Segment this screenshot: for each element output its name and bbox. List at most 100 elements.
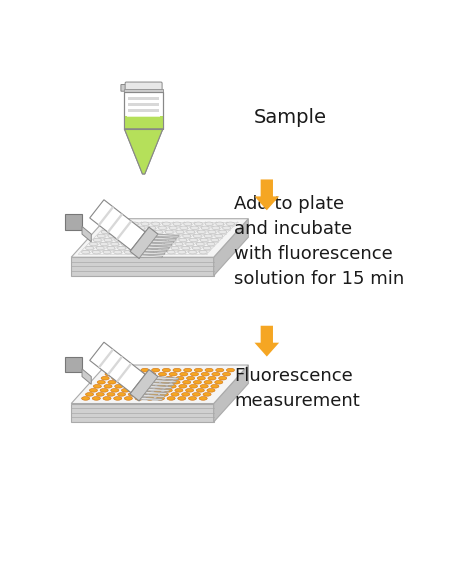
Ellipse shape [205,368,213,372]
Ellipse shape [93,384,101,388]
Ellipse shape [140,234,148,238]
Ellipse shape [161,380,169,384]
Ellipse shape [158,238,166,242]
Ellipse shape [86,246,94,250]
Ellipse shape [135,250,143,254]
Ellipse shape [86,393,94,396]
Ellipse shape [178,250,186,254]
Ellipse shape [158,384,166,388]
Ellipse shape [128,246,136,250]
Ellipse shape [184,368,192,372]
Ellipse shape [194,222,202,225]
Polygon shape [90,342,145,393]
Ellipse shape [126,372,135,376]
Ellipse shape [189,250,197,254]
Ellipse shape [201,226,209,230]
Bar [124,89,163,92]
Ellipse shape [185,242,193,246]
Ellipse shape [175,242,183,246]
Ellipse shape [190,372,198,376]
Ellipse shape [182,393,190,396]
Ellipse shape [161,234,169,238]
Polygon shape [152,383,174,385]
Ellipse shape [169,372,177,376]
Ellipse shape [189,384,198,388]
Ellipse shape [101,230,109,234]
Polygon shape [90,200,145,250]
Ellipse shape [147,384,155,388]
Bar [128,97,159,100]
Polygon shape [71,219,248,257]
Ellipse shape [160,393,168,396]
Ellipse shape [153,389,162,392]
Ellipse shape [152,368,160,372]
Ellipse shape [103,250,111,254]
Ellipse shape [90,242,98,246]
Ellipse shape [203,393,211,396]
Ellipse shape [149,393,158,396]
Ellipse shape [112,230,120,234]
Ellipse shape [156,250,165,254]
Ellipse shape [215,234,223,238]
Ellipse shape [164,389,172,392]
Polygon shape [140,397,163,400]
Ellipse shape [185,389,193,392]
Ellipse shape [129,234,137,238]
Ellipse shape [222,372,230,376]
Ellipse shape [151,234,159,238]
Ellipse shape [173,222,181,225]
Bar [65,357,82,372]
Bar [128,103,159,106]
Ellipse shape [141,222,149,225]
Ellipse shape [130,368,138,372]
Ellipse shape [116,372,124,376]
Ellipse shape [152,222,160,225]
Ellipse shape [128,393,136,396]
Ellipse shape [171,246,179,250]
Ellipse shape [109,368,117,372]
Ellipse shape [156,397,165,400]
Ellipse shape [115,384,123,388]
Polygon shape [130,227,158,259]
Ellipse shape [211,238,219,242]
Polygon shape [214,365,248,422]
Polygon shape [255,326,279,357]
Polygon shape [116,363,132,383]
Ellipse shape [153,242,162,246]
Ellipse shape [139,246,147,250]
Ellipse shape [122,376,130,380]
Ellipse shape [100,389,108,392]
Ellipse shape [173,368,181,372]
Ellipse shape [175,389,183,392]
Ellipse shape [122,242,130,246]
Ellipse shape [189,238,198,242]
Ellipse shape [111,389,119,392]
Polygon shape [142,252,165,255]
Polygon shape [130,370,158,401]
Ellipse shape [222,226,230,230]
Ellipse shape [180,372,188,376]
Ellipse shape [148,226,156,230]
Ellipse shape [194,380,202,384]
Ellipse shape [126,238,134,242]
Polygon shape [154,237,176,240]
Ellipse shape [216,222,224,225]
Ellipse shape [137,226,145,230]
Polygon shape [147,389,170,392]
Ellipse shape [144,230,152,234]
Ellipse shape [172,380,180,384]
Ellipse shape [126,384,134,388]
Text: Fluorescence
measurement: Fluorescence measurement [234,367,360,410]
Ellipse shape [107,393,115,396]
Ellipse shape [105,226,113,230]
Polygon shape [149,385,172,388]
Ellipse shape [192,393,200,396]
Bar [124,92,163,129]
Text: Add to plate
and incubate
with fluorescence
solution for 15 min: Add to plate and incubate with fluoresce… [234,194,405,288]
Ellipse shape [160,246,168,250]
Ellipse shape [200,384,208,388]
Ellipse shape [116,226,124,230]
Polygon shape [255,180,279,210]
Ellipse shape [190,226,198,230]
Ellipse shape [114,397,122,400]
